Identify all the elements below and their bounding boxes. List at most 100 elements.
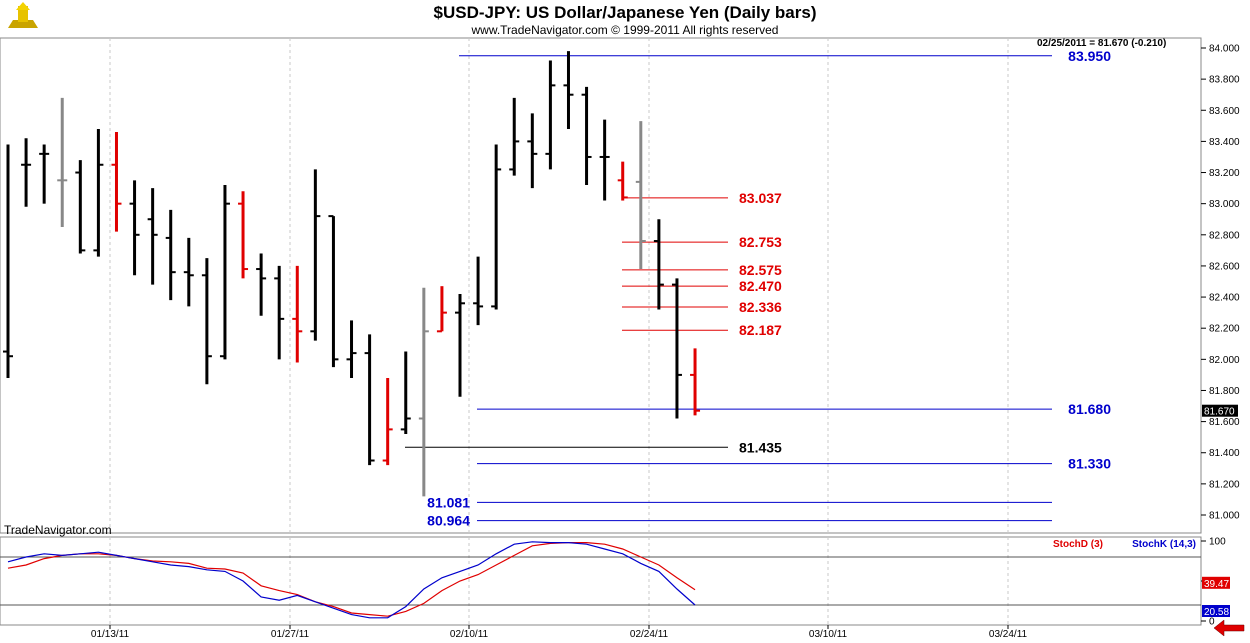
ohlc-bar [274,265,285,360]
stochK-legend: StochK (14,3) [1132,539,1196,550]
level-label: 82.336 [739,299,782,315]
y-tick-label: 81.600 [1209,417,1240,428]
y-tick-label: 84.000 [1209,44,1240,55]
ohlc-bar [382,378,393,466]
level-label: 83.037 [739,190,782,206]
stoch-y-label: 100 [1209,537,1226,548]
level-label: 81.081 [427,494,470,510]
logo-icon [8,2,38,28]
y-tick-label: 83.600 [1209,106,1240,117]
stoch-last-box [1202,576,1230,589]
ohlc-bar [455,293,465,397]
y-tick-label: 83.200 [1209,168,1240,179]
last-price-text: 81.670 [1204,407,1235,418]
ohlc-bar [21,138,32,207]
y-tick-label: 82.800 [1209,230,1240,241]
scroll-left-button[interactable] [1213,619,1245,637]
y-tick-label: 82.600 [1209,261,1240,272]
ohlc-bar [418,287,429,497]
ohlc-bar [473,256,484,326]
x-tick-label: 03/24/11 [989,629,1028,640]
x-tick-label: 03/10/11 [809,629,848,640]
stoch-panel [0,536,1202,626]
chart-title: $USD-JPY: US Dollar/Japanese Yen (Daily … [434,3,817,22]
ohlc-bar [238,191,249,279]
ohlc-bar [690,348,701,416]
ohlc-bar [129,180,140,276]
stoch-last-box [1202,605,1230,617]
ohlc-bar [328,215,339,368]
ohlc-bar [635,121,646,270]
watermark-text: TradeNavigator.com [4,523,112,537]
ohlc-bar [75,160,86,254]
ohlc-bar [39,144,50,204]
level-label: 82.575 [739,262,782,278]
ohlc-bar [93,128,104,257]
ohlc-bar [563,51,574,129]
ohlc-bar [671,278,682,419]
ohlc-bar [545,60,556,170]
price-vertical-grid [109,38,1009,533]
stoch-y-label: 0 [1209,617,1215,628]
ohlc-bar [3,144,13,379]
stoch-line [7,541,696,619]
y-tick-label: 82.200 [1209,324,1240,335]
y-tick-label: 82.400 [1209,293,1240,304]
ohlc-bar [292,265,303,363]
stoch-vertical-grid [109,537,1009,625]
ohlc-bar [201,258,212,385]
y-tick-label: 81.200 [1209,479,1240,490]
last-price-info: 02/25/2011 = 81.670 (-0.210) [1037,38,1166,49]
ohlc-bar [653,219,664,310]
ohlc-bar [219,184,230,360]
x-tick-label: 02/24/11 [630,629,669,640]
x-tick-label: 01/13/11 [91,629,130,640]
ohlc-bar [310,169,321,341]
stoch-lines: 39.47 20.58 [0,541,1230,619]
ohlc-bar [57,97,68,228]
y-tick-label: 81.400 [1209,448,1240,459]
ohlc-bar [346,320,357,379]
stochD-legend: StochD (3) [1053,539,1103,550]
level-label: 82.187 [739,322,782,338]
stoch-last-text: 39.47 [1204,579,1229,590]
ohlc-bar [617,161,628,201]
last-price-box [1202,404,1238,417]
ohlc-bar [256,253,267,316]
ohlc-bar [111,132,122,232]
ohlc-bar [364,334,375,466]
ohlc-bar [509,97,520,176]
ohlc-bar [491,144,502,310]
ohlc-bar [581,86,592,185]
ohlc-bar [527,113,538,189]
level-label: 81.330 [1068,456,1111,472]
ohlc-bar [165,209,176,301]
date-x-axis: 01/13/11 01/27/11 02/10/11 02/24/11 03/10/11… [91,625,1028,640]
level-label: 81.680 [1068,401,1111,417]
ohlc-bar [599,119,610,201]
y-tick-label: 82.000 [1209,355,1240,366]
ohlc-bars [3,51,701,497]
copyright-text: www.TradeNavigator.com © 1999-2011 All r… [471,23,779,37]
level-label: 81.435 [739,439,782,455]
y-tick-label: 81.000 [1209,511,1240,522]
ohlc-bar [436,286,447,333]
scroll-left-arrow-icon[interactable] [1213,619,1245,637]
x-tick-label: 02/10/11 [450,629,489,640]
price-y-axis: 84.000 83.800 83.600 83.400 83.200 83.000 82.8… [1201,44,1240,522]
y-tick-label: 83.400 [1209,137,1240,148]
price-panel [0,37,1202,534]
y-tick-label: 83.800 [1209,75,1240,86]
level-label: 83.950 [1068,48,1111,64]
level-label: 82.470 [739,278,782,294]
x-tick-label: 01/27/11 [271,629,310,640]
last-price-tag: 81.670 [1202,404,1238,418]
ohlc-bar [147,188,158,285]
ohlc-bar [183,237,194,307]
stoch-last-text: 20.58 [1204,607,1229,618]
ohlc-bar [400,351,411,435]
level-label: 80.964 [427,513,470,529]
y-tick-label: 81.800 [1209,386,1240,397]
